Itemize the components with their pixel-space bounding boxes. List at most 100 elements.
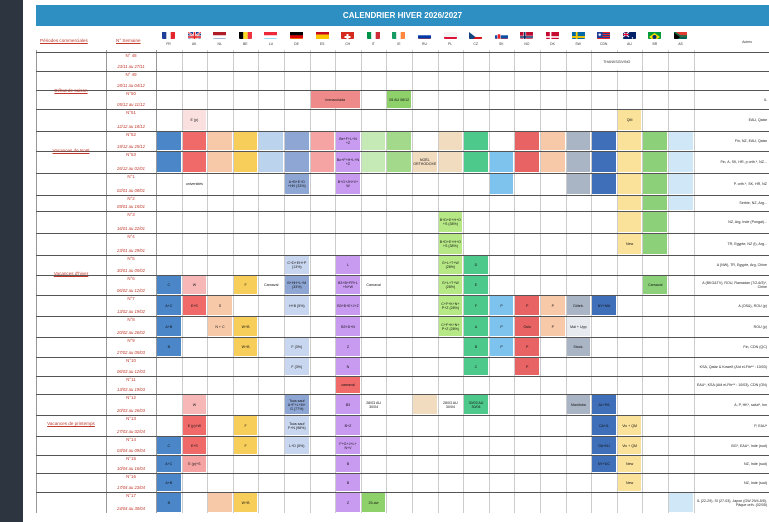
other-countries-note: TR, Egypte, NZ (t), Arg...	[727, 242, 767, 246]
holiday-cell: P	[489, 296, 514, 315]
week-number: N°1	[127, 174, 135, 179]
holiday-cell: NY+MA	[592, 296, 616, 315]
week-dates: 16/01 au 22/01	[117, 226, 145, 231]
holiday-cell: Be+F+L+N +Z	[336, 132, 360, 150]
grid-column-line	[232, 50, 234, 513]
holiday-cell: A+C	[157, 456, 181, 472]
holiday-cell: 30/03 AU 30/04	[464, 395, 488, 414]
week-number: N°17	[126, 493, 136, 498]
holiday-cell: W+B	[233, 493, 258, 512]
other-countries-note: ROU (p)	[753, 324, 767, 329]
poland-flag-icon	[443, 29, 457, 39]
holiday-cell	[566, 152, 591, 172]
grid-row-line	[36, 436, 769, 437]
other-countries-note: NZ, Arg, Inde (Pongal)...	[728, 220, 767, 224]
week-number: N°12	[126, 395, 136, 400]
country-code: UK	[191, 42, 197, 46]
holiday-cell: E	[464, 276, 488, 294]
country-code: AS	[678, 42, 683, 46]
holiday-cell	[669, 174, 693, 194]
other-countries-note: A (NW), TR, Egypte, Arg, Chine	[716, 263, 767, 267]
holiday-cell	[361, 132, 386, 150]
grid-column-line	[386, 50, 388, 513]
week-number: N°8	[127, 317, 135, 322]
holiday-cell	[669, 152, 693, 172]
slovakia-flag-icon	[494, 29, 508, 39]
holiday-cell: New	[617, 474, 642, 491]
country-code: NO	[524, 42, 530, 46]
grid-row-line	[36, 71, 769, 72]
grid-column-line	[591, 50, 593, 513]
others-header: Autres	[742, 40, 752, 44]
grid-row-line	[36, 151, 769, 152]
holiday-cell: P	[515, 296, 539, 315]
calendar-sheet: CALENDRIER HIVER 2026/2027 Périodes comm…	[36, 0, 769, 522]
country-code: LU	[268, 42, 274, 46]
holiday-cell	[285, 152, 309, 172]
grid-row-line	[36, 473, 769, 474]
grid-row-line	[36, 316, 769, 317]
week-dates: 09/01 au 15/01	[117, 204, 145, 209]
denmark-flag-icon	[546, 29, 559, 39]
holiday-cell	[617, 152, 642, 172]
holiday-cell: A+B+E+D +HH (33%)	[285, 174, 309, 194]
grid-row-line	[36, 131, 769, 132]
holiday-cell: Carnaval	[259, 276, 283, 294]
holiday-cell: B+G+JH+V+ W	[336, 174, 360, 194]
grid-row-line	[36, 492, 769, 493]
holiday-cell: C	[464, 358, 488, 375]
holiday-cell	[233, 132, 258, 150]
holiday-cell	[643, 212, 667, 232]
other-countries-note: NZ, Inde (sud)	[744, 462, 767, 466]
holiday-cell: P	[489, 338, 514, 356]
holiday-cell: B	[157, 493, 181, 512]
holiday-cell	[643, 152, 667, 172]
holiday-cell: B3+B+E+J+Z	[336, 296, 360, 315]
grid-row-line	[36, 337, 769, 338]
country-code: DE	[294, 42, 299, 46]
holiday-cell	[157, 152, 181, 172]
week-dates: 13/03 au 19/03	[117, 387, 145, 392]
italy-flag-icon	[366, 29, 380, 39]
week-dates: 30/01 au 05/02	[117, 268, 145, 273]
holiday-cell	[592, 174, 616, 194]
holiday-cell	[617, 132, 642, 150]
holiday-cell: Carnaval	[643, 276, 667, 294]
holiday-cell	[566, 132, 591, 150]
holiday-cell: universités	[182, 174, 207, 194]
holiday-cell	[669, 132, 693, 150]
grid-column-line	[284, 50, 285, 513]
holiday-cell	[643, 196, 667, 210]
holiday-cell: S	[208, 296, 232, 315]
week-number: N°13	[126, 416, 136, 421]
holiday-cell	[413, 395, 437, 414]
week-dates: 17/04 au 23/04	[117, 485, 145, 490]
other-countries-note: IL	[763, 97, 767, 102]
holiday-cell: F (3%)	[285, 358, 309, 375]
week-dates: 23/01 au 29/01	[117, 248, 145, 253]
grid-column-line	[463, 50, 465, 513]
section-label: Vacances de printemps	[47, 420, 95, 426]
holiday-cell	[566, 174, 591, 194]
other-countries-note	[695, 71, 767, 90]
holiday-cell: Oslo	[515, 317, 539, 336]
switzerland-flag-icon	[341, 29, 355, 39]
australia-flag-icon	[622, 29, 636, 39]
holiday-cell: 28/03 AU 30/04	[438, 395, 463, 414]
grid-column-line	[36, 50, 37, 513]
holiday-cell	[541, 132, 565, 150]
grid-column-line	[258, 50, 260, 513]
week-number: N° 49	[125, 72, 137, 77]
week-dates: 27/03 au 02/04	[117, 429, 145, 434]
week-number: N°11	[126, 377, 136, 382]
holiday-cell: F+G+J+L+ N+V	[336, 437, 360, 454]
holiday-cell	[361, 152, 386, 172]
grid-column-line	[616, 50, 618, 513]
grid-row-line	[36, 415, 769, 416]
holiday-cell: 28/03 AU 30/04	[361, 395, 386, 414]
country-code: SK	[499, 42, 504, 46]
holiday-cell	[541, 152, 565, 172]
netherlands-flag-icon	[213, 29, 227, 39]
country-code: CZ	[473, 42, 478, 46]
canada-flag-icon	[597, 29, 611, 39]
